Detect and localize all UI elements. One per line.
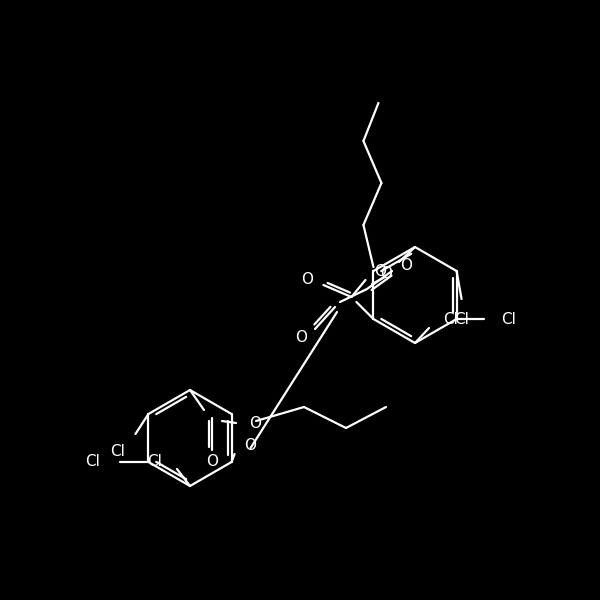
Text: O: O [245,437,257,452]
Text: O: O [249,415,261,431]
Text: Cl: Cl [86,455,100,469]
Text: O: O [400,259,412,274]
Text: O: O [295,329,307,344]
Text: Cl: Cl [502,311,517,326]
Text: O: O [380,265,392,280]
Text: Cl: Cl [147,454,162,469]
Text: O: O [206,455,218,469]
Text: Cl: Cl [443,313,458,328]
Text: Cl: Cl [110,445,125,460]
Text: O: O [374,265,386,280]
Text: Cl: Cl [454,311,469,326]
Text: O: O [301,272,313,287]
